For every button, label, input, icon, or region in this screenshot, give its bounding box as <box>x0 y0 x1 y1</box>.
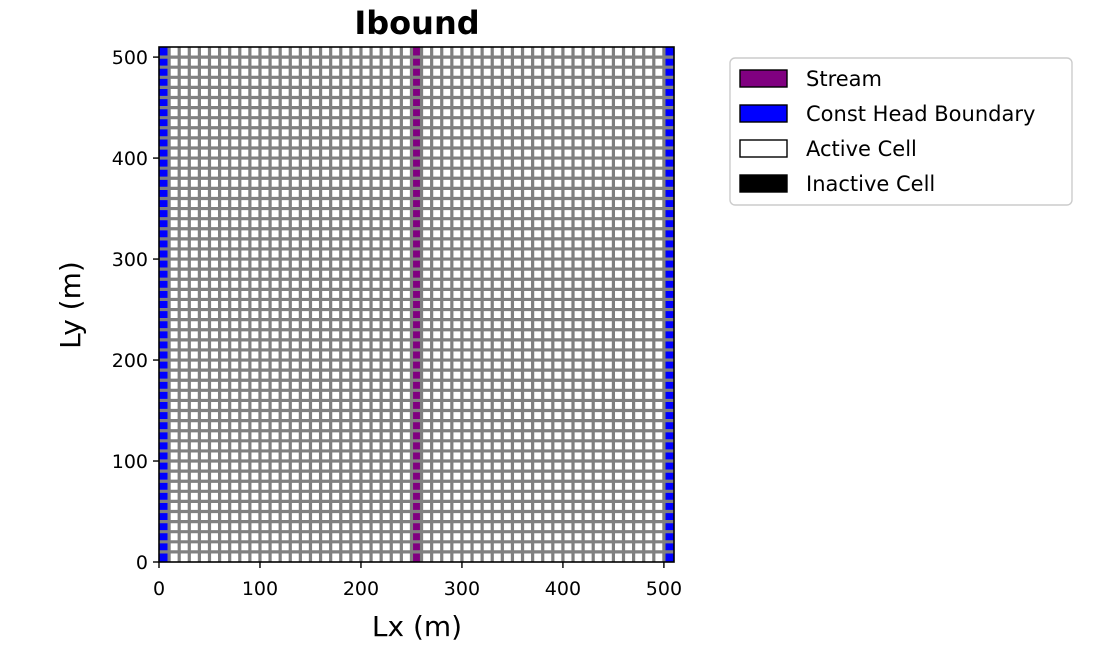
grid-lines <box>159 47 674 562</box>
y-axis-label: Ly (m) <box>54 261 87 349</box>
y-tick-label: 200 <box>112 350 148 372</box>
legend-swatch-stream <box>739 69 788 88</box>
x-axis-label: Lx (m) <box>372 610 462 643</box>
x-tick-label: 300 <box>444 578 480 600</box>
x-tick-label: 100 <box>242 578 278 600</box>
legend-label-inactive-cell: Inactive Cell <box>806 172 935 196</box>
y-tick-label: 300 <box>112 249 148 271</box>
plot-area <box>158 46 675 563</box>
legend-swatch-inactive-cell <box>739 174 788 193</box>
y-tick-label: 500 <box>112 47 148 69</box>
legend: Stream Const Head Boundary Active Cell Inac… <box>729 57 1073 206</box>
plot-frame <box>158 46 675 563</box>
x-tick-label: 200 <box>343 578 379 600</box>
legend-label-active-cell: Active Cell <box>806 137 917 161</box>
y-tick-label: 0 <box>136 552 148 574</box>
y-tick-label: 400 <box>112 148 148 170</box>
stream-column-1 <box>411 47 422 562</box>
legend-label-const-head-boundary: Const Head Boundary <box>806 102 1035 126</box>
legend-label-stream: Stream <box>806 67 882 91</box>
cell-layer <box>159 47 674 562</box>
y-axis: 0 100 200 300 400 500 <box>112 47 159 574</box>
legend-swatch-const-head-boundary <box>739 104 788 123</box>
legend-swatch-active-cell <box>739 139 788 158</box>
legend-frame <box>729 57 1073 206</box>
x-tick-label: 500 <box>646 578 682 600</box>
x-axis: 0 100 200 300 400 500 <box>153 562 682 600</box>
const-head-boundary-column-0 <box>159 47 170 562</box>
const-head-boundary-column-2 <box>663 47 674 562</box>
y-tick-label: 100 <box>112 451 148 473</box>
chart-title: Ibound <box>354 4 479 42</box>
x-tick-label: 400 <box>545 578 581 600</box>
x-tick-label: 0 <box>153 578 165 600</box>
